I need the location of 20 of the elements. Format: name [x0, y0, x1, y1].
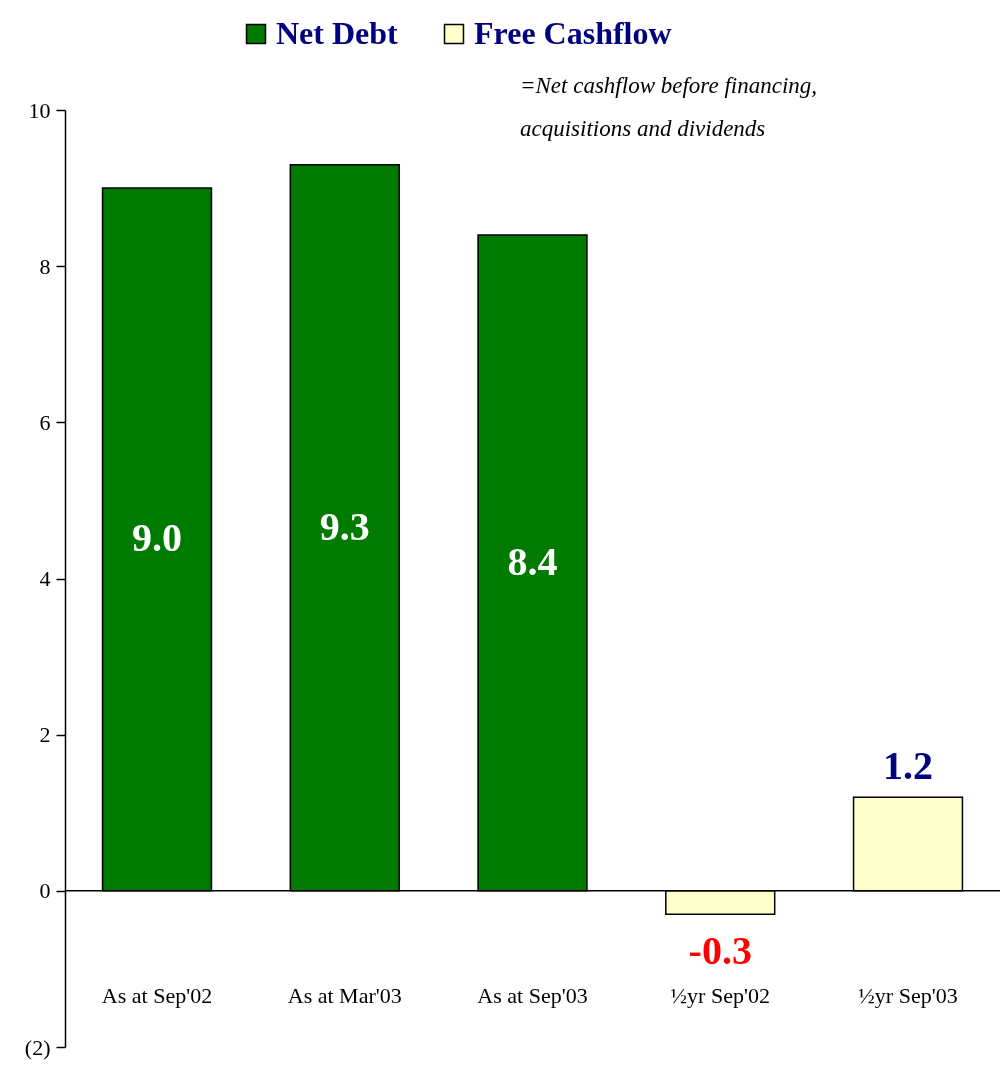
x-tick-label: As at Mar'03	[287, 982, 402, 1008]
legend-label: Net Debt	[276, 15, 399, 51]
legend-label: Free Cashflow	[474, 15, 672, 51]
annotation: =Net cashflow before financing, acquisitions and dividends	[520, 73, 818, 141]
x-tick-label: As at Sep'02	[101, 982, 213, 1008]
data-label: -0.3	[688, 928, 752, 974]
x-tick-label: ½yr Sep'02	[670, 982, 770, 1008]
x-tick-label: ½yr Sep'03	[858, 982, 958, 1008]
y-tick-label: (2)	[24, 1034, 51, 1060]
x-tick-label: As at Sep'03	[477, 982, 588, 1008]
data-label: 1.2	[883, 743, 933, 789]
y-tick-label: 0	[39, 878, 51, 904]
y-tick-label: 4	[39, 566, 51, 591]
y-tick-label: 10	[28, 97, 51, 123]
y-tick-label: 2	[39, 722, 51, 748]
data-label: 9.3	[319, 503, 370, 549]
data-label: 8.4	[507, 538, 558, 584]
y-tick-label: 6	[39, 409, 51, 435]
y-tick-label: 8	[39, 253, 51, 279]
data-label: 9.0	[132, 515, 182, 561]
